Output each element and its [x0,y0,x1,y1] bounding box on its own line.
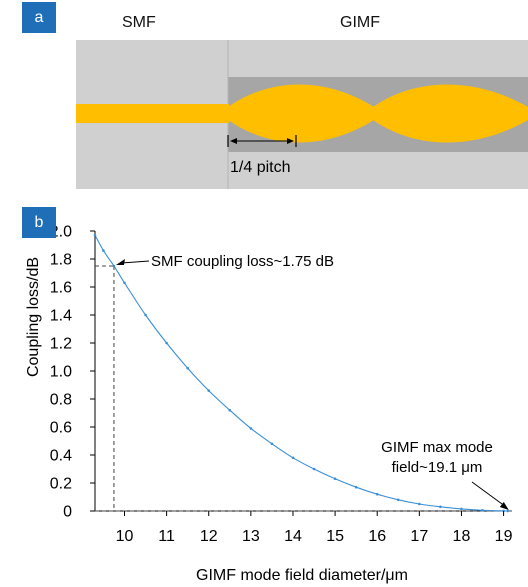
y-tick-label: 1.6 [50,280,72,297]
data-point [354,485,358,489]
fiber-schematic: 1/4 pitch [76,40,528,189]
x-tick-label: 18 [453,528,471,545]
gimf-annotation-arrow-line [471,481,506,507]
pitch-label: 1/4 pitch [230,159,290,176]
smf-annotation-arrow-line [121,260,150,264]
panel-a-tag: a [22,2,56,33]
data-point [249,427,253,430]
data-point [228,408,232,412]
annotations: SMF coupling loss~1.75 dB GIMF max mode … [115,253,509,510]
data-point [375,492,379,496]
y-tick-label: 0.4 [50,448,72,465]
x-tick-label: 19 [495,528,513,545]
smf-beam [76,104,229,123]
data-point [506,509,510,513]
y-axis-title: Coupling loss/dB [25,257,42,377]
pitch-arrow-left [230,138,237,144]
x-tick-label: 12 [200,528,218,545]
data-point [439,505,442,509]
data-point [112,264,116,268]
x-tick-label: 16 [368,528,386,545]
x-axis-ticks: 10 11 12 13 14 15 16 17 18 19 [116,511,513,545]
data-point [312,467,316,471]
gimf-beam-lobe-2 [373,84,528,143]
y-tick-label: 1.0 [50,364,72,381]
pitch-arrow-right [287,138,294,144]
data-point [102,249,105,252]
y-tick-label: 0.6 [50,420,72,437]
data-point [207,389,211,392]
coupling-loss-series [93,233,510,513]
data-point [123,281,126,285]
data-point [291,456,295,460]
gimf-max-field-annotation-line1: GIMF max mode [381,439,493,456]
x-tick-label: 14 [284,528,302,545]
x-axis-title: GIMF mode field diameter/μm [196,567,408,584]
data-point [502,509,505,513]
coupling-loss-chart: 00.20.40.60.81.01.21.41.61.82.0 10 11 12 13… [25,224,513,585]
gimf-max-field-annotation-line2: field~19.1 μm [392,459,483,476]
y-tick-label: 0.2 [50,476,72,493]
panel-b-tag: b [22,207,56,238]
x-tick-label: 11 [158,528,175,545]
data-point [460,507,463,511]
data-point [396,498,400,502]
data-point [144,313,147,317]
data-point [165,341,168,345]
data-point [481,509,484,512]
data-point [270,442,274,446]
smf-label: SMF [122,14,156,31]
x-tick-label: 15 [326,528,344,545]
y-tick-label: 1.8 [50,252,72,269]
data-point [186,366,189,370]
gimf-annotation-arrowhead [499,502,509,510]
smf-annotation-arrowhead [115,259,125,265]
y-tick-label: 0.8 [50,392,72,409]
smf-loss-annotation: SMF coupling loss~1.75 dB [151,253,334,270]
data-point [333,477,337,481]
data-point [418,502,421,506]
data-point [93,233,97,237]
y-tick-label: 1.4 [50,308,72,325]
gimf-beam-lobe-1 [228,84,374,143]
guide-lines [95,265,512,512]
x-tick-label: 10 [116,528,134,545]
y-axis-ticks: 00.20.40.60.81.01.21.41.61.82.0 [50,224,95,521]
x-tick-label: 13 [242,528,260,545]
y-tick-label: 1.2 [50,336,72,353]
gimf-label: GIMF [340,14,380,31]
y-tick-label: 0 [63,504,72,521]
x-tick-label: 17 [410,528,428,545]
